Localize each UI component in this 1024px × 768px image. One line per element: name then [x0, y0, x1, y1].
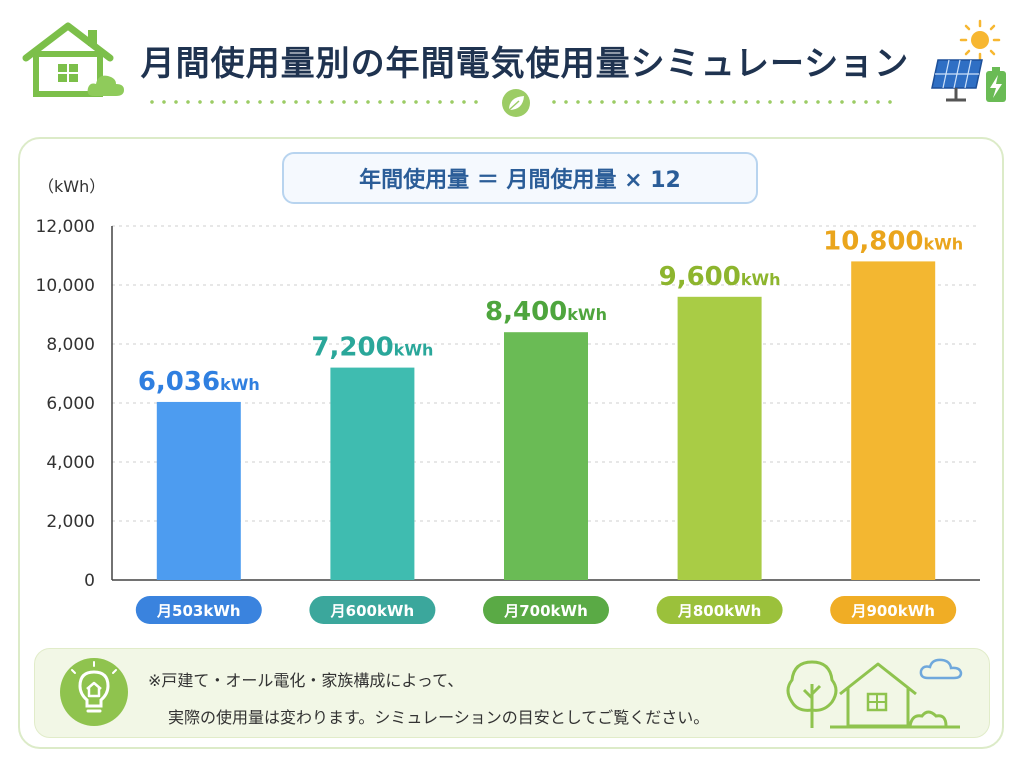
note-box [34, 648, 990, 738]
house-icon [22, 22, 114, 97]
x-tick-label: 月600kWh [330, 602, 415, 620]
tree-icon [786, 660, 838, 728]
battery-icon [986, 67, 1006, 102]
bar [677, 296, 762, 580]
y-tick-label: 10,000 [36, 276, 95, 296]
bar [851, 261, 936, 580]
header: 月間使用量別の年間電気使用量シミュレーション [0, 0, 1024, 130]
y-tick-label: 0 [84, 571, 95, 591]
category-pill [483, 596, 609, 624]
house-outline-icon [830, 662, 960, 729]
x-tick-label: 月900kWh [850, 602, 935, 620]
bar-value-label: 10,800kWh [823, 226, 963, 256]
bar [330, 367, 415, 580]
formula-box: 年間使用量 ＝ 月間使用量 × 12 [282, 152, 758, 204]
category-pill [309, 596, 436, 624]
category-pill [135, 596, 262, 624]
bar-value-label: 9,600kWh [659, 262, 781, 292]
bar-value-label: 8,400kWh [485, 297, 607, 327]
solar-panel-icon [931, 59, 983, 102]
category-pill [656, 596, 783, 624]
y-tick-label: 4,000 [46, 453, 95, 473]
category-pill [830, 596, 957, 624]
note-line-1: ※戸建て・オール電化・家族構成によって、 [148, 671, 464, 690]
y-tick-label: 8,000 [46, 335, 95, 355]
cloud-icon [87, 75, 124, 96]
page-title: 月間使用量別の年間電気使用量シミュレーション [140, 44, 910, 84]
x-tick-label: 月700kWh [503, 602, 588, 620]
y-axis-label: （kWh） [38, 177, 105, 196]
x-tick-label: 月800kWh [677, 602, 762, 620]
x-tick-label: 月503kWh [156, 602, 241, 620]
sun-icon [959, 19, 1001, 61]
y-tick-label: 6,000 [46, 394, 95, 414]
lightbulb-icon [60, 658, 128, 726]
bar-value-label: 7,200kWh [311, 333, 433, 363]
y-tick-label: 12,000 [36, 217, 95, 237]
leaf-icon [502, 89, 530, 117]
cloud-outline-icon [919, 658, 963, 680]
bar [504, 332, 588, 580]
y-tick-label: 2,000 [46, 512, 95, 532]
divider-left [146, 100, 486, 104]
bar-value-label: 6,036kWh [138, 367, 260, 397]
note-line-2: 実際の使用量は変わります。シミュレーションの目安としてご覧ください。 [168, 708, 710, 727]
divider-right [548, 100, 900, 104]
bar [156, 401, 241, 580]
